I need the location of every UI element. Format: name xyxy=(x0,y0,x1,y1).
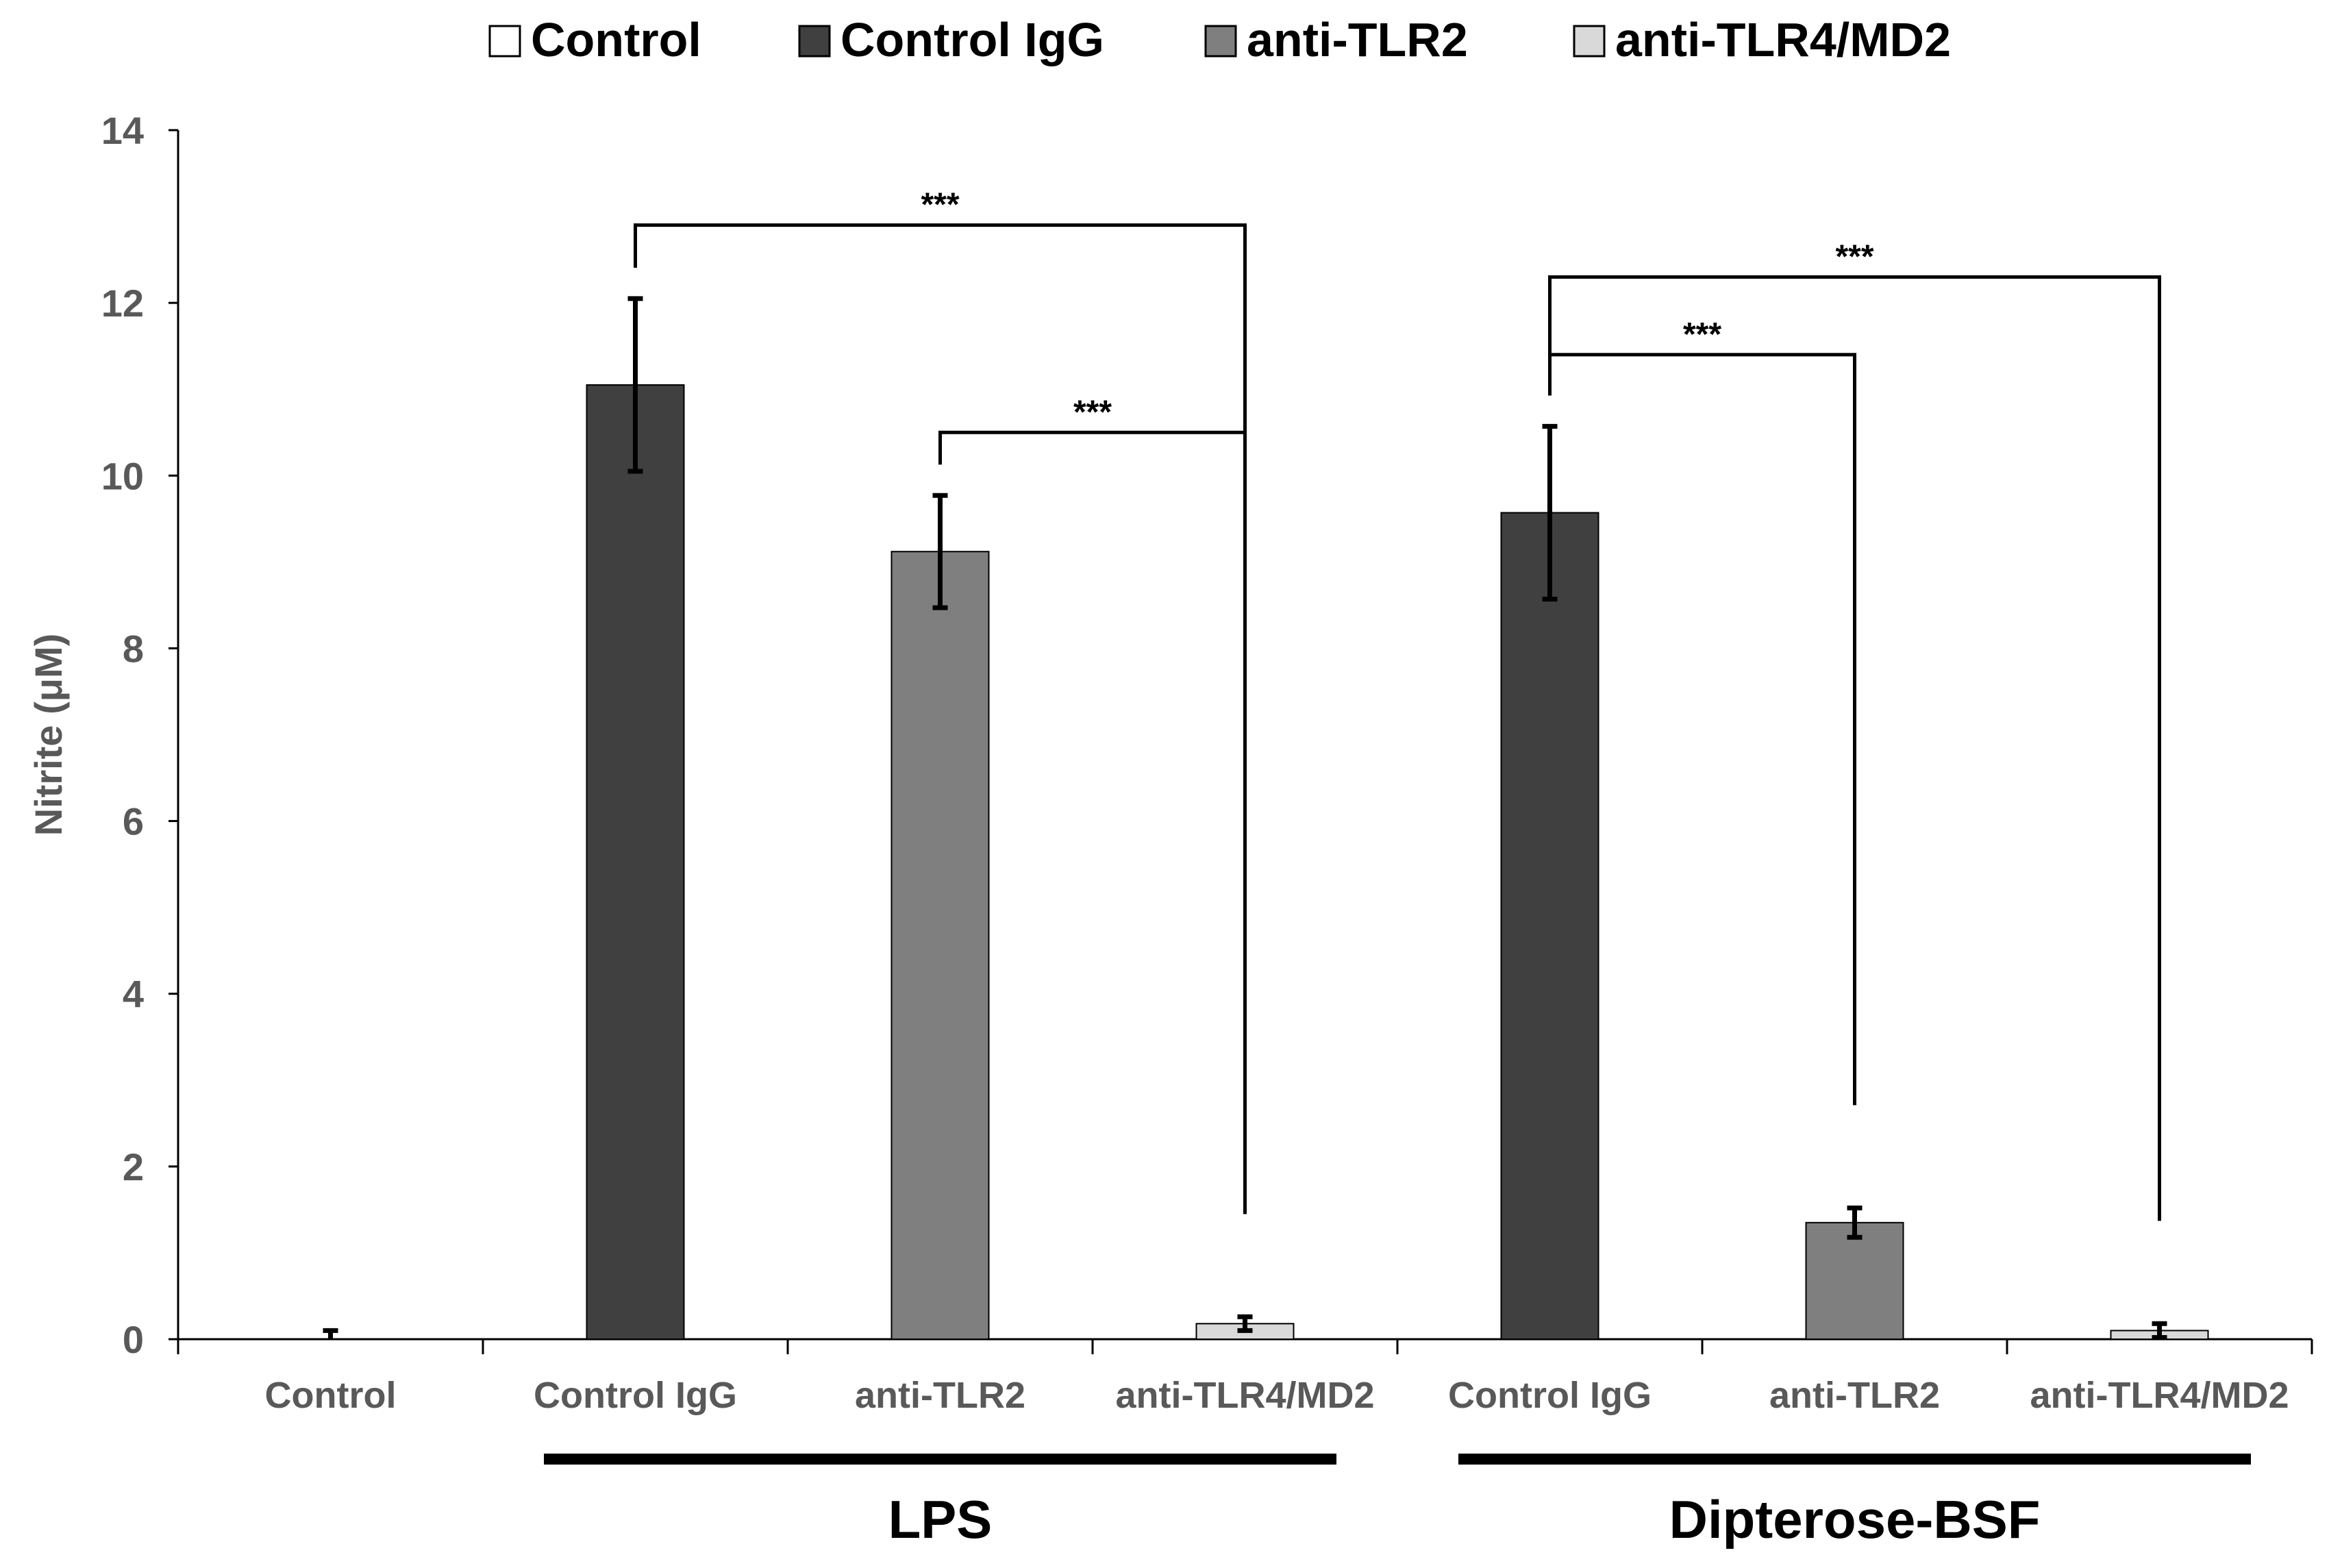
significance-bracket-2 xyxy=(938,430,1247,1215)
axes: 0 2 4 6 8 10 12 14 Nitrite (μM) Control Control Ig… xyxy=(27,109,2313,1416)
bar-6 xyxy=(1805,1221,1904,1341)
legend-label-4: anti-TLR4/MD2 xyxy=(1615,13,1951,66)
significance-bracket-3 xyxy=(1548,275,2161,1221)
y-tick-label: 0 xyxy=(123,1318,144,1361)
legend-swatch-4 xyxy=(1573,25,1606,58)
legend-label-1: Control xyxy=(531,13,701,66)
bars xyxy=(323,296,2209,1341)
legend-swatch-2 xyxy=(798,25,831,58)
y-tick-label: 2 xyxy=(123,1145,144,1189)
bar-3 xyxy=(891,551,990,1341)
bar-5 xyxy=(1500,512,1599,1340)
y-tick-label: 12 xyxy=(101,282,144,325)
significance-bracket-4 xyxy=(1548,353,1856,1106)
y-tick-label: 10 xyxy=(101,454,144,497)
significance-label-3: *** xyxy=(1835,238,1873,275)
group-labels: LPS Dipterose-BSF xyxy=(544,1454,2251,1550)
legend-swatch-3 xyxy=(1204,25,1237,58)
y-tick-label: 6 xyxy=(123,800,144,843)
legend: Control Control IgG anti-TLR2 anti-TLR4/MD2 xyxy=(488,13,1951,66)
y-tick-label: 14 xyxy=(101,109,144,152)
bar-2 xyxy=(586,384,685,1340)
significance-brackets: *** *** *** *** xyxy=(634,187,2161,1221)
group-label-2: Dipterose-BSF xyxy=(1669,1489,2041,1550)
x-tick-label: anti-TLR4/MD2 xyxy=(2030,1375,2289,1416)
x-tick-label: Control xyxy=(265,1375,397,1416)
y-axis-title: Nitrite (μM) xyxy=(27,634,70,836)
group-label-1: LPS xyxy=(888,1489,993,1550)
significance-label-1: *** xyxy=(921,187,959,223)
y-tick-label: 4 xyxy=(123,973,144,1016)
x-tick-label: anti-TLR2 xyxy=(1769,1375,1940,1416)
x-tick-label: anti-TLR4/MD2 xyxy=(1116,1375,1375,1416)
x-tick-label: Control IgG xyxy=(1448,1375,1652,1416)
y-tick-label: 8 xyxy=(123,627,144,670)
x-tick-label: Control IgG xyxy=(534,1375,737,1416)
legend-label-3: anti-TLR2 xyxy=(1247,13,1468,66)
significance-label-4: *** xyxy=(1683,316,1721,353)
significance-label-2: *** xyxy=(1073,394,1112,430)
legend-label-2: Control IgG xyxy=(840,13,1104,66)
x-tick-label: anti-TLR2 xyxy=(855,1375,1025,1416)
legend-swatch-1 xyxy=(488,25,521,58)
